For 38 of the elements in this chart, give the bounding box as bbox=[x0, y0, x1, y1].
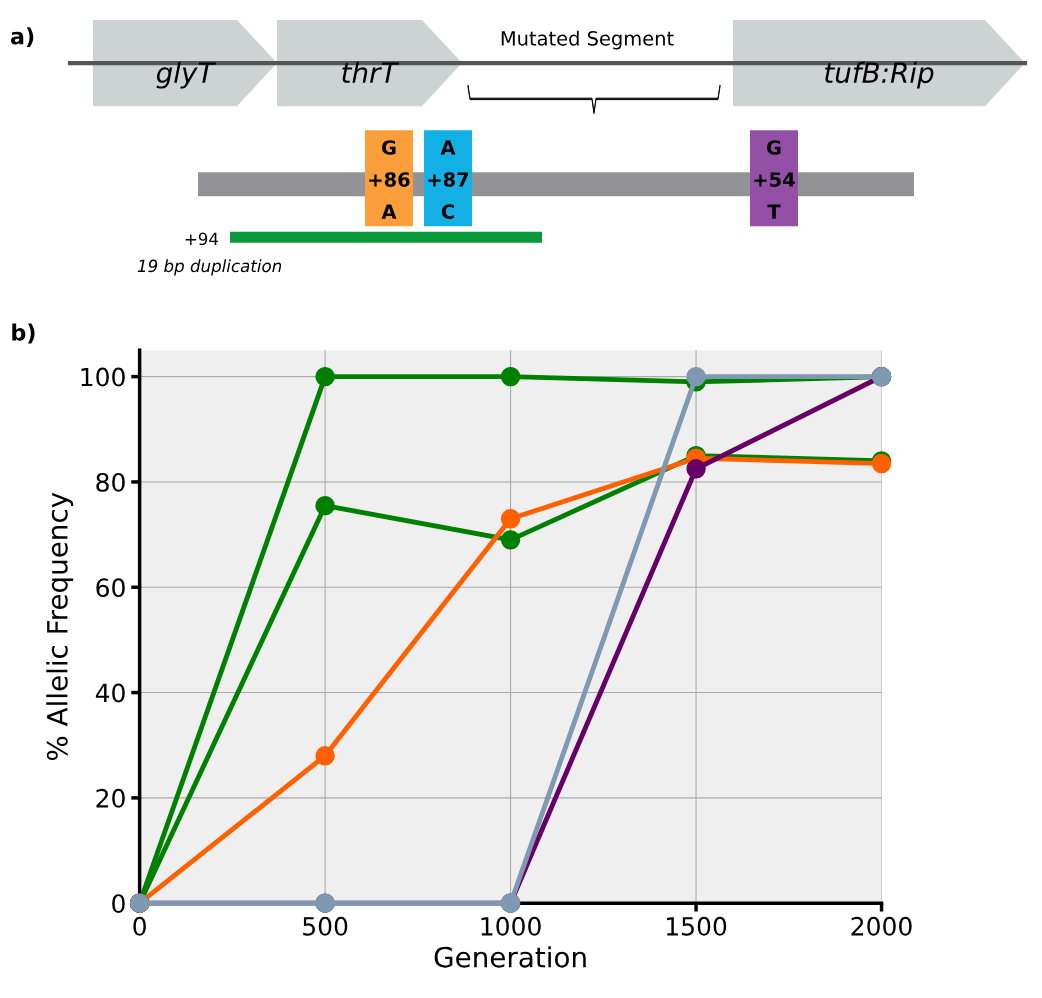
text: G bbox=[381, 140, 396, 155]
text: Mutated Segment bbox=[501, 30, 674, 50]
point bbox=[315, 366, 335, 387]
text: +86 bbox=[369, 172, 410, 187]
y-tick-label: 100 bbox=[81, 367, 125, 387]
y-tick-label: 40 bbox=[95, 683, 125, 703]
point bbox=[315, 495, 335, 516]
point bbox=[315, 746, 335, 766]
x-tick-label: 0 bbox=[133, 916, 146, 936]
text: +54 bbox=[754, 172, 795, 187]
y-tick-label: 60 bbox=[96, 578, 125, 598]
chart-title: b) bbox=[12, 323, 35, 344]
text: 19 bp duplication bbox=[137, 259, 282, 276]
text: thrT bbox=[342, 61, 400, 83]
point bbox=[686, 366, 706, 387]
x-tick-label: 1500 bbox=[666, 916, 727, 936]
text: +87 bbox=[428, 172, 469, 187]
y-tick-label: 80 bbox=[96, 472, 125, 492]
text: A bbox=[440, 140, 456, 155]
point bbox=[500, 366, 521, 387]
y-axis-title: % Allelic Frequency bbox=[46, 492, 74, 761]
text: +94 bbox=[185, 232, 219, 246]
point bbox=[686, 459, 706, 479]
x-tick-label: 2000 bbox=[851, 916, 912, 936]
x-tick-label: 1000 bbox=[481, 916, 541, 936]
y-tick-label: 20 bbox=[96, 788, 125, 808]
text: tufB:Rip bbox=[825, 61, 934, 89]
text: A bbox=[381, 204, 397, 219]
text: C bbox=[441, 204, 454, 219]
text: G bbox=[766, 140, 781, 155]
y-tick-label: 0 bbox=[112, 894, 125, 914]
point bbox=[500, 530, 521, 550]
text: glyT bbox=[156, 61, 217, 89]
x-tick-label: 500 bbox=[303, 916, 348, 936]
text: a) bbox=[10, 27, 34, 48]
text: T bbox=[767, 204, 781, 219]
x-axis-title: Generation bbox=[434, 946, 586, 968]
point bbox=[500, 509, 521, 529]
